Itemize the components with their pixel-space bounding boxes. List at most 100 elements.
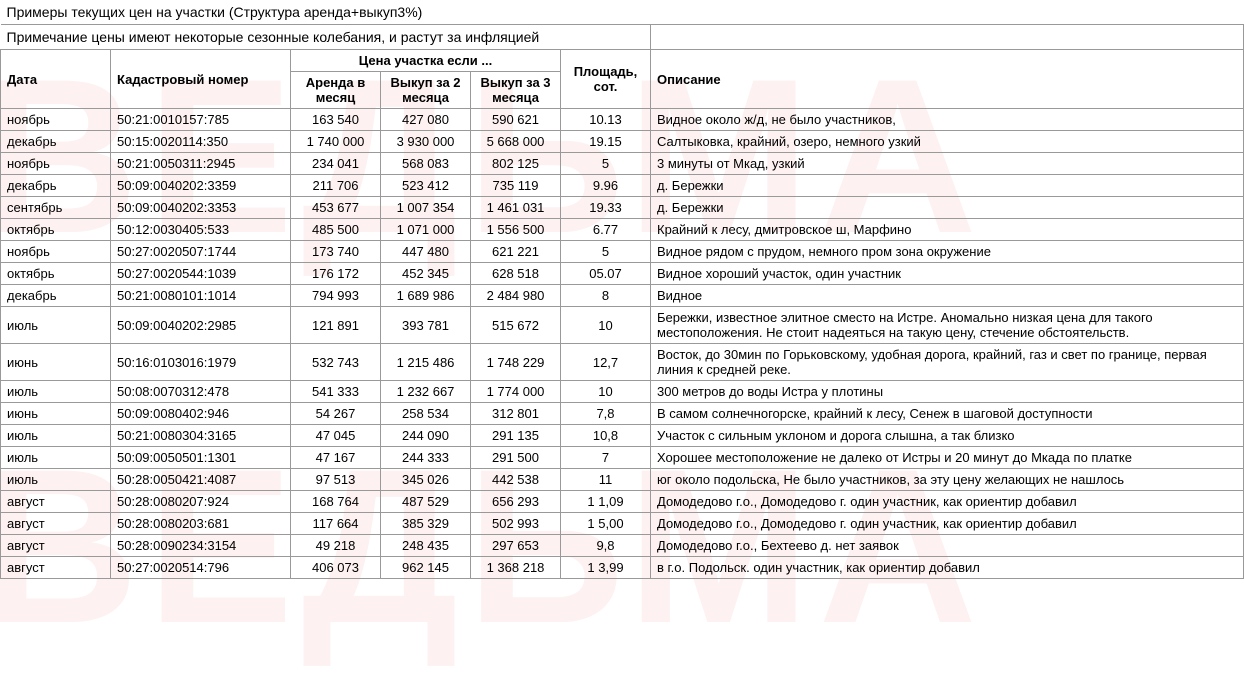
table-row: июль50:09:0040202:2985121 891393 781515 … [1,307,1244,344]
title-row: Примеры текущих цен на участки (Структур… [1,0,1244,25]
cell-area: 9,8 [561,535,651,557]
table-row: август50:28:0080203:681117 664385 329502… [1,513,1244,535]
cell-kad: 50:09:0040202:3353 [111,197,291,219]
cell-p3: 2 484 980 [471,285,561,307]
cell-p3: 515 672 [471,307,561,344]
cell-p3: 442 538 [471,469,561,491]
cell-p2: 248 435 [381,535,471,557]
cell-desc: Участок с сильным уклоном и дорога слышн… [651,425,1244,447]
cell-p1: 117 664 [291,513,381,535]
cell-kad: 50:21:0010157:785 [111,109,291,131]
cell-area: 7,8 [561,403,651,425]
cell-p2: 568 083 [381,153,471,175]
header-area: Площадь, сот. [561,50,651,109]
cell-desc: Видное около ж/д, не было участников, [651,109,1244,131]
cell-p3: 735 119 [471,175,561,197]
cell-p1: 532 743 [291,344,381,381]
cell-p3: 5 668 000 [471,131,561,153]
cell-p2: 487 529 [381,491,471,513]
cell-p2: 447 480 [381,241,471,263]
table-row: июль50:21:0080304:316547 045244 090291 1… [1,425,1244,447]
cell-kad: 50:27:0020507:1744 [111,241,291,263]
cell-desc: в г.о. Подольск. один участник, как орие… [651,557,1244,579]
cell-p1: 234 041 [291,153,381,175]
cell-date: июль [1,425,111,447]
cell-p1: 168 764 [291,491,381,513]
cell-date: декабрь [1,175,111,197]
table-row: июль50:09:0050501:130147 167244 333291 5… [1,447,1244,469]
empty-cell [651,25,1244,50]
table-row: август50:27:0020514:796406 073962 1451 3… [1,557,1244,579]
cell-p2: 258 534 [381,403,471,425]
table-row: июнь50:09:0080402:94654 267258 534312 80… [1,403,1244,425]
cell-date: ноябрь [1,109,111,131]
cell-desc: д. Бережки [651,175,1244,197]
cell-desc: Бережки, известное элитное сместо на Ист… [651,307,1244,344]
cell-p3: 1 461 031 [471,197,561,219]
cell-kad: 50:16:0103016:1979 [111,344,291,381]
cell-p3: 297 653 [471,535,561,557]
cell-kad: 50:09:0080402:946 [111,403,291,425]
cell-area: 1 5,00 [561,513,651,535]
table-row: декабрь50:15:0020114:3501 740 0003 930 0… [1,131,1244,153]
cell-date: июнь [1,344,111,381]
cell-area: 10 [561,381,651,403]
cell-p3: 1 556 500 [471,219,561,241]
cell-area: 7 [561,447,651,469]
cell-p2: 244 090 [381,425,471,447]
cell-p2: 1 071 000 [381,219,471,241]
cell-date: июнь [1,403,111,425]
cell-date: декабрь [1,285,111,307]
cell-p1: 211 706 [291,175,381,197]
cell-p1: 47 167 [291,447,381,469]
cell-area: 9.96 [561,175,651,197]
cell-kad: 50:28:0080207:924 [111,491,291,513]
cell-desc: В самом солнечногорске, крайний к лесу, … [651,403,1244,425]
cell-area: 10.13 [561,109,651,131]
cell-kad: 50:08:0070312:478 [111,381,291,403]
cell-desc: Хорошее местоположение не далеко от Истр… [651,447,1244,469]
header-desc: Описание [651,50,1244,109]
cell-date: август [1,491,111,513]
cell-p1: 173 740 [291,241,381,263]
cell-area: 11 [561,469,651,491]
cell-p1: 121 891 [291,307,381,344]
cell-date: август [1,513,111,535]
table-note: Примечание цены имеют некоторые сезонные… [1,25,651,50]
cell-desc: Крайний к лесу, дмитровское ш, Марфино [651,219,1244,241]
table-row: ноябрь50:21:0050311:2945234 041568 08380… [1,153,1244,175]
cell-desc: Видное хороший участок, один участник [651,263,1244,285]
cell-p1: 485 500 [291,219,381,241]
cell-p3: 628 518 [471,263,561,285]
cell-date: ноябрь [1,241,111,263]
cell-p3: 590 621 [471,109,561,131]
cell-area: 1 1,09 [561,491,651,513]
table-row: декабрь50:09:0040202:3359211 706523 4127… [1,175,1244,197]
cell-p1: 406 073 [291,557,381,579]
cell-p1: 541 333 [291,381,381,403]
header-date: Дата [1,50,111,109]
table-row: июнь50:16:0103016:1979532 7431 215 4861 … [1,344,1244,381]
cell-p3: 312 801 [471,403,561,425]
cell-kad: 50:28:0090234:3154 [111,535,291,557]
cell-p2: 1 232 667 [381,381,471,403]
cell-kad: 50:21:0080101:1014 [111,285,291,307]
cell-date: июль [1,447,111,469]
cell-date: август [1,535,111,557]
table-row: ноябрь50:21:0010157:785163 540427 080590… [1,109,1244,131]
table-title: Примеры текущих цен на участки (Структур… [1,0,1244,25]
cell-date: октябрь [1,219,111,241]
table-row: ноябрь50:27:0020507:1744173 740447 48062… [1,241,1244,263]
cell-area: 19.15 [561,131,651,153]
cell-date: ноябрь [1,153,111,175]
cell-p2: 3 930 000 [381,131,471,153]
cell-date: сентябрь [1,197,111,219]
header-buy-2m: Выкуп за 2 месяца [381,72,471,109]
cell-p1: 47 045 [291,425,381,447]
cell-p2: 345 026 [381,469,471,491]
cell-desc: д. Бережки [651,197,1244,219]
cell-p3: 291 135 [471,425,561,447]
cell-area: 05.07 [561,263,651,285]
cell-p2: 427 080 [381,109,471,131]
cell-p3: 1 748 229 [471,344,561,381]
